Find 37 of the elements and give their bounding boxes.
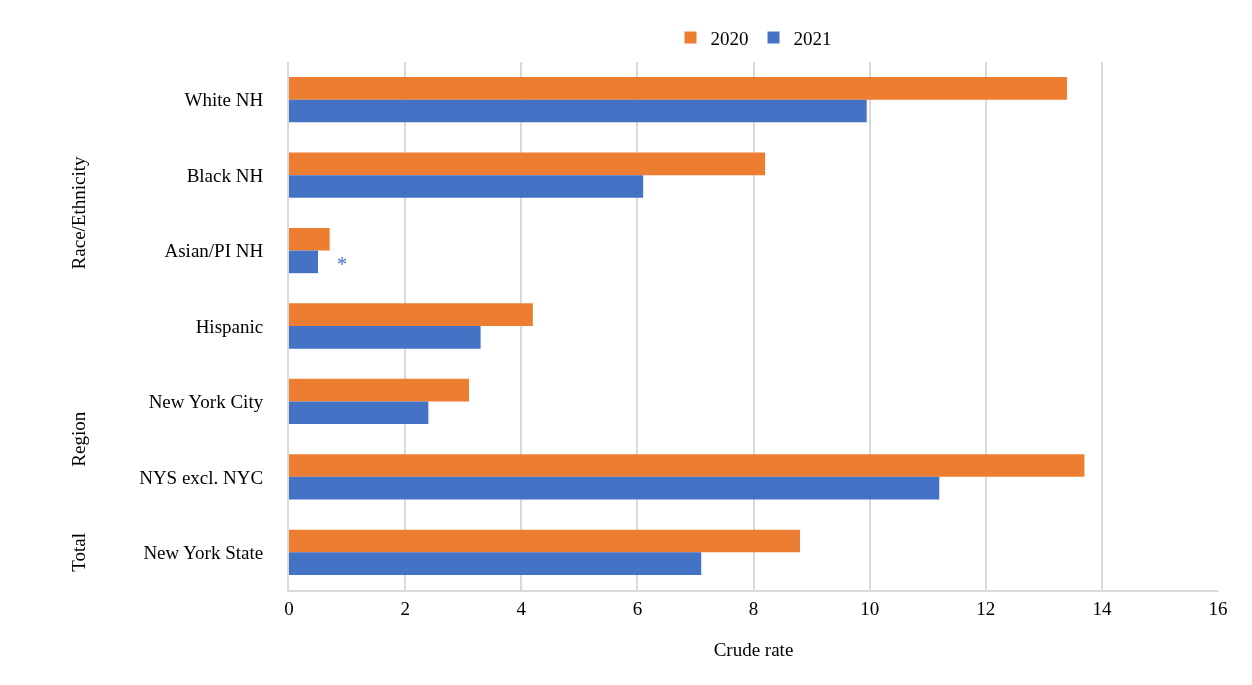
x-tick-label: 0: [284, 597, 294, 619]
bar: [289, 250, 319, 274]
bar: [289, 152, 766, 176]
text: Race/Ethnicity: [67, 155, 89, 270]
bar: [289, 529, 800, 553]
y-tick-label: Asian/PI NH: [164, 240, 264, 262]
bar: [289, 77, 1068, 100]
y-tick-label: White NH: [184, 89, 264, 111]
bar: [289, 476, 940, 500]
text: Total: [68, 533, 90, 572]
y-tick-label: NYS excl. NYC: [139, 466, 264, 488]
x-tick-label: 8: [748, 597, 759, 619]
annotation: *: [337, 253, 347, 275]
x-tick-label: 10: [860, 597, 880, 619]
bar: [289, 401, 429, 425]
text: Region: [68, 411, 90, 467]
bar: [289, 227, 330, 251]
x-tick-label: 16: [1208, 597, 1228, 619]
legend-label: 2020: [710, 27, 749, 49]
y-tick-label: New York State: [143, 541, 264, 563]
y-tick-label: Black NH: [186, 164, 264, 186]
y-tick-label: New York City: [148, 391, 264, 413]
x-tick-label: 2: [400, 597, 410, 619]
bar: [289, 175, 644, 198]
legend-label: 2021: [793, 27, 832, 49]
x-tick-label: 12: [976, 597, 996, 619]
bar: [289, 303, 533, 326]
bar: [289, 378, 469, 402]
bar: [289, 326, 481, 349]
bar: [289, 552, 702, 575]
bar: [289, 454, 1085, 477]
x-tick-label: 6: [632, 597, 643, 619]
y-tick-label: Hispanic: [195, 315, 264, 337]
x-tick-label: 4: [516, 597, 527, 619]
x-tick-label: 14: [1092, 597, 1112, 619]
x-axis-title: Crude rate: [713, 639, 794, 661]
bar: [289, 99, 867, 123]
